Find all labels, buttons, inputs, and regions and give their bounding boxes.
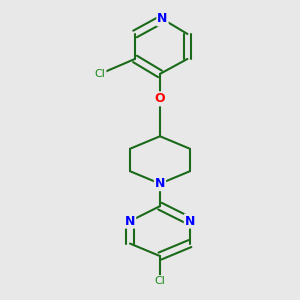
Text: O: O: [155, 92, 165, 105]
Text: N: N: [125, 214, 135, 228]
Text: Cl: Cl: [154, 276, 165, 286]
Text: Cl: Cl: [95, 69, 106, 79]
Text: N: N: [185, 214, 195, 228]
Text: N: N: [155, 177, 165, 190]
Text: N: N: [157, 13, 168, 26]
